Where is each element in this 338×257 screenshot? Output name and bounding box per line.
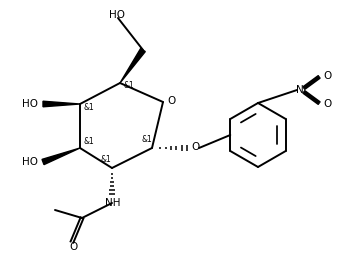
Text: O: O — [69, 242, 77, 252]
Polygon shape — [42, 148, 80, 165]
Text: O: O — [192, 142, 200, 152]
Text: HO: HO — [109, 10, 125, 20]
Text: O: O — [323, 99, 331, 109]
Text: &1: &1 — [83, 137, 94, 146]
Text: &1: &1 — [142, 134, 152, 143]
Text: N: N — [296, 85, 304, 95]
Text: HO: HO — [22, 99, 38, 109]
Text: &1: &1 — [101, 155, 112, 164]
Polygon shape — [43, 101, 80, 107]
Text: O: O — [323, 71, 331, 81]
Polygon shape — [120, 48, 145, 83]
Text: HO: HO — [22, 157, 38, 167]
Text: &1: &1 — [83, 104, 94, 113]
Text: O: O — [167, 96, 175, 106]
Text: NH: NH — [105, 198, 121, 208]
Text: &1: &1 — [124, 81, 135, 90]
